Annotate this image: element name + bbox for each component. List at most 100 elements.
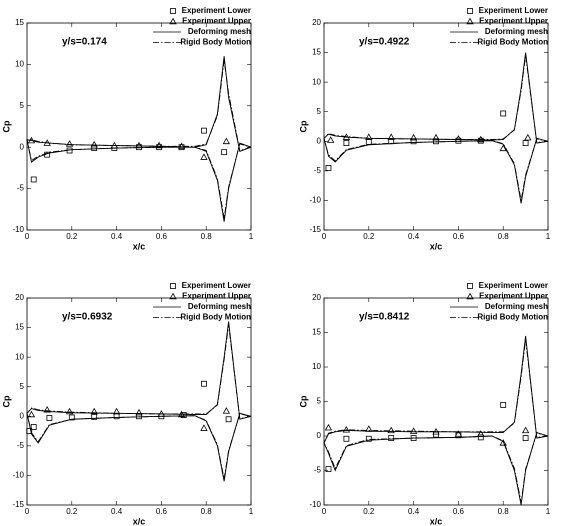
square-marker: [113, 413, 120, 420]
square-marker: [201, 127, 207, 134]
y-tick-label: 20: [15, 293, 24, 302]
y-tick-label: 0: [20, 411, 25, 420]
triangle-marker: [387, 426, 395, 434]
x-tick-label: 0.2: [66, 507, 78, 516]
square-marker: [522, 140, 529, 146]
cp-curve: [26, 60, 252, 219]
y-tick-label: -10: [12, 225, 24, 234]
square-marker: [500, 110, 507, 117]
legend-label: Experiment Lower: [182, 6, 251, 15]
square-marker: [26, 428, 33, 434]
x-tick-label: 0.6: [453, 232, 465, 241]
square-marker: [46, 415, 53, 421]
x-axis-label: x/c: [430, 516, 443, 526]
square-marker: [91, 145, 98, 151]
triangle-marker: [499, 144, 507, 152]
plot-frame: [26, 22, 252, 231]
square-marker: [170, 8, 176, 14]
x-tick-label: 0: [25, 507, 30, 516]
legend-label: Experiment Upper: [479, 17, 548, 26]
plot-frame: [323, 22, 549, 231]
square-marker: [180, 412, 187, 419]
y-tick-label: 5: [317, 107, 322, 116]
y-tick-label: 5: [20, 101, 25, 110]
cp-curve: [323, 52, 549, 204]
legend-label: Deforming mesh: [485, 27, 548, 36]
y-axis-label: Cp: [298, 395, 308, 407]
square-marker: [343, 435, 350, 442]
triangle-marker: [222, 137, 231, 145]
y-tick-label: 15: [15, 18, 24, 27]
square-marker: [365, 435, 372, 442]
x-axis-label: x/c: [133, 241, 146, 251]
legend-label: Experiment Lower: [182, 281, 251, 290]
triangle-marker: [222, 407, 231, 414]
triangle-marker: [90, 407, 98, 415]
x-tick-label: 1: [249, 232, 254, 241]
triangle-marker: [65, 407, 74, 415]
y-axis-label: Cp: [1, 120, 11, 132]
annotation: y/s=0.4922: [359, 37, 410, 48]
square-marker: [388, 435, 395, 441]
cp-curve: [323, 55, 549, 201]
square-marker: [170, 283, 176, 289]
triangle-marker: [342, 425, 351, 433]
square-marker: [522, 435, 529, 441]
x-tick-label: 1: [546, 232, 551, 241]
legend-label: Experiment Upper: [479, 292, 548, 301]
x-tick-label: 0.8: [498, 232, 510, 241]
y-tick-label: 15: [312, 48, 321, 57]
legend-label: Experiment Upper: [182, 292, 251, 301]
y-tick-label: 0: [20, 142, 25, 151]
y-tick-label: -10: [12, 471, 24, 480]
triangle-marker: [200, 424, 208, 431]
x-axis-label: x/c: [133, 516, 146, 526]
y-tick-label: -10: [309, 196, 321, 205]
x-tick-label: 0: [322, 232, 327, 241]
legend-label: Experiment Lower: [479, 6, 548, 15]
square-marker: [410, 138, 417, 145]
triangle-marker: [466, 292, 474, 300]
square-marker: [221, 149, 228, 156]
triangle-marker: [499, 439, 507, 446]
square-marker: [136, 413, 142, 420]
square-marker: [325, 164, 332, 171]
x-tick-label: 0.4: [408, 232, 420, 241]
x-tick-label: 0.2: [363, 507, 375, 516]
square-marker: [433, 431, 439, 438]
y-tick-label: 15: [312, 328, 321, 337]
triangle-marker: [135, 408, 143, 416]
plot-frame: [26, 297, 252, 506]
y-tick-label: 10: [15, 60, 24, 69]
y-tick-label: -15: [309, 225, 321, 234]
x-tick-label: 0.4: [111, 507, 123, 516]
y-tick-label: -5: [314, 166, 322, 175]
plot-frame: [323, 297, 549, 506]
legend-label: Rigid Body Motion: [477, 313, 548, 322]
triangle-marker: [169, 292, 177, 300]
triangle-marker: [365, 133, 373, 140]
annotation: y/s=0.8412: [359, 312, 410, 323]
x-tick-label: 1: [546, 507, 551, 516]
y-tick-label: 10: [312, 77, 321, 86]
triangle-marker: [521, 426, 530, 434]
y-tick-label: -10: [309, 500, 321, 509]
legend-label: Deforming mesh: [485, 302, 548, 311]
legend-label: Deforming mesh: [188, 302, 251, 311]
x-tick-label: 0.4: [111, 232, 123, 241]
x-tick-label: 0.8: [201, 232, 213, 241]
y-tick-label: -15: [12, 500, 24, 509]
x-tick-label: 0.6: [453, 507, 465, 516]
cp-curve: [26, 56, 252, 222]
y-tick-label: 0: [317, 431, 322, 440]
square-marker: [467, 8, 473, 14]
triangle-marker: [324, 423, 333, 431]
x-axis-label: x/c: [430, 241, 443, 251]
legend-label: Experiment Lower: [479, 281, 548, 290]
y-tick-label: 15: [15, 323, 24, 332]
x-tick-label: 0: [322, 507, 327, 516]
x-tick-label: 1: [249, 507, 254, 516]
cp-curve: [26, 321, 252, 482]
square-marker: [477, 434, 484, 441]
